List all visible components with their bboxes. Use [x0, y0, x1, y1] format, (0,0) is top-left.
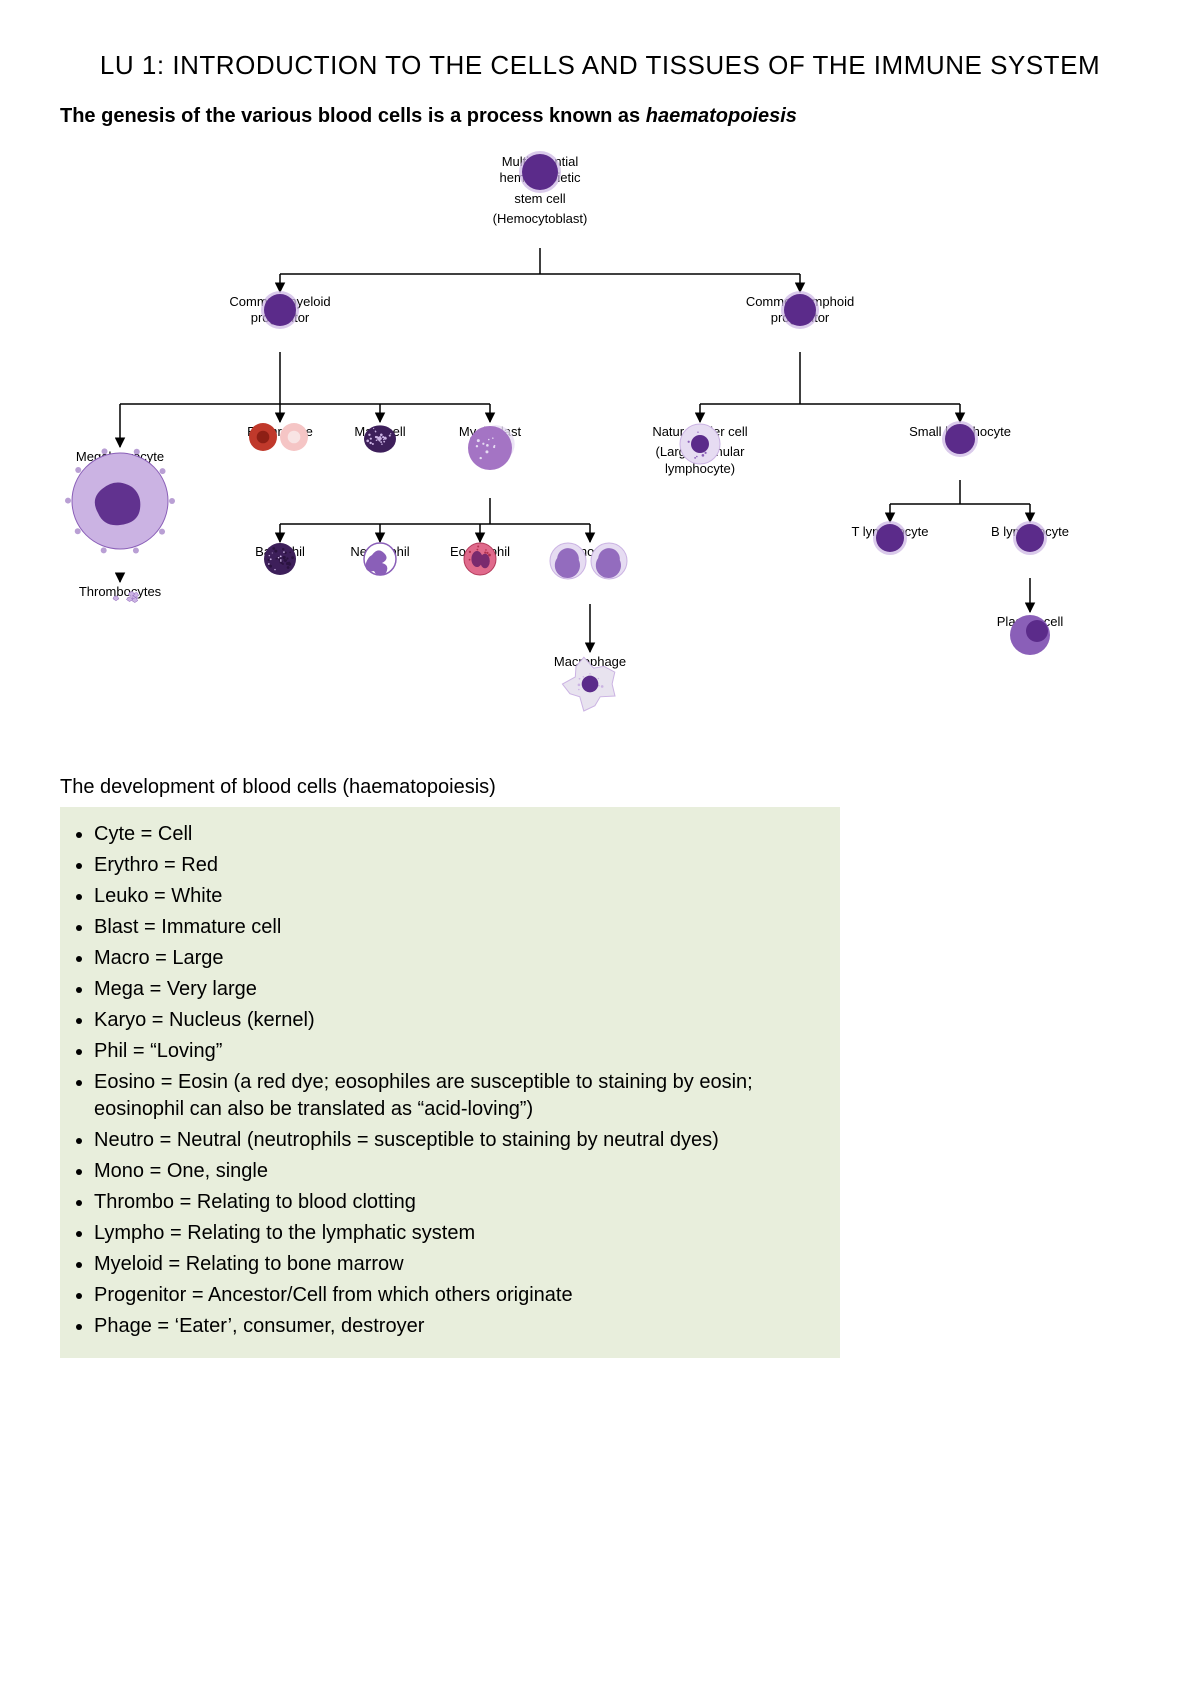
stem-icon	[941, 420, 979, 458]
term-item: Phil = “Loving”	[94, 1038, 832, 1065]
term-item: Phage = ‘Eater’, consumer, destroyer	[94, 1313, 832, 1340]
node-plasma: Plasma cell	[970, 610, 1090, 630]
myeloblast-icon	[462, 420, 518, 476]
term-item: Cyte = Cell	[94, 821, 832, 848]
erythro-icon	[246, 420, 314, 454]
node-mast: Mast cell	[320, 420, 440, 440]
eos-icon	[461, 540, 499, 578]
terminology-box: Cyte = Cell Erythro = Red Leuko = White Bla…	[60, 807, 840, 1358]
term-item: Mono = One, single	[94, 1158, 832, 1185]
node-nk: Natural killer cell(Large granular lymph…	[640, 420, 760, 477]
term-item: Myeloid = Relating to bone marrow	[94, 1251, 832, 1278]
thrombo-icon	[97, 580, 143, 608]
terminology-list: Cyte = Cell Erythro = Red Leuko = White Bla…	[66, 821, 832, 1340]
plasma-icon	[1005, 610, 1055, 660]
term-item: Karyo = Nucleus (kernel)	[94, 1007, 832, 1034]
node-mega: Megakaryocyte	[60, 445, 180, 465]
subtitle-prefix: The genesis of the various blood cells i…	[60, 105, 646, 127]
stem-icon	[780, 290, 820, 330]
term-item: Mega = Very large	[94, 976, 832, 1003]
term-item: Neutro = Neutral (neutrophils = suscepti…	[94, 1127, 832, 1154]
node-tlym: T lymphocyte	[830, 520, 950, 540]
neutro-icon	[361, 540, 399, 578]
stem-icon	[260, 290, 300, 330]
node-small: Small lymphocyte	[900, 420, 1020, 440]
stem-icon	[872, 520, 908, 556]
haematopoiesis-diagram: Multipotential hematopoieticstem cell(He…	[60, 140, 1140, 760]
mono-icon	[547, 540, 633, 582]
node-macro: Macrophage	[530, 650, 650, 670]
node-clp: Common lymphoid progenitor	[740, 290, 860, 327]
node-mono: Monocyte	[530, 540, 650, 560]
subtitle-term: haematopoiesis	[646, 105, 797, 127]
stem-icon	[1012, 520, 1048, 556]
term-item: Progenitor = Ancestor/Cell from which ot…	[94, 1282, 832, 1309]
macro-icon	[556, 650, 624, 718]
section2-heading: The development of blood cells (haematop…	[60, 776, 1140, 799]
node-thromb: Thrombocytes	[60, 580, 180, 600]
term-item: Eosino = Eosin (a red dye; eosophiles ar…	[94, 1069, 832, 1123]
subtitle: The genesis of the various blood cells i…	[60, 105, 1140, 128]
term-item: Thrombo = Relating to blood clotting	[94, 1189, 832, 1216]
term-item: Erythro = Red	[94, 852, 832, 879]
mast-icon	[361, 420, 399, 458]
baso-icon	[261, 540, 299, 578]
term-item: Lympho = Relating to the lymphatic syste…	[94, 1220, 832, 1247]
node-cmp: Common myeloid progenitor	[220, 290, 340, 327]
term-item: Macro = Large	[94, 945, 832, 972]
stem-icon	[518, 150, 562, 194]
term-item: Leuko = White	[94, 883, 832, 910]
megakaryo-icon	[64, 445, 176, 557]
page-title: LU 1: INTRODUCTION TO THE CELLS AND TISS…	[60, 50, 1140, 81]
node-eos: Eosinophil	[420, 540, 540, 560]
node-myelo: Myeloblast	[430, 420, 550, 440]
nk-icon	[676, 420, 724, 468]
term-item: Blast = Immature cell	[94, 914, 832, 941]
node-blym: B lymphocyte	[970, 520, 1090, 540]
node-label: (Hemocytoblast)	[480, 211, 600, 227]
node-hsc: Multipotential hematopoieticstem cell(He…	[480, 150, 600, 227]
